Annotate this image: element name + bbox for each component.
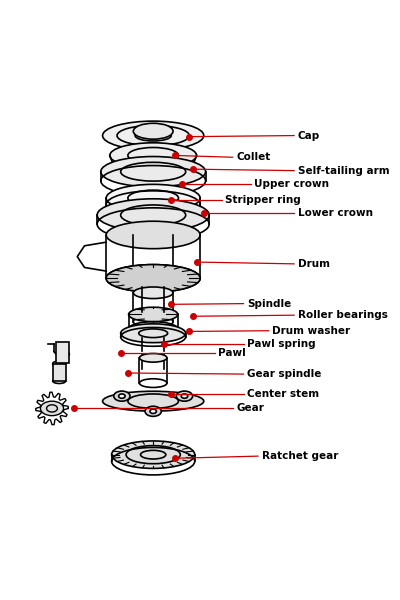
Ellipse shape (110, 143, 196, 168)
Ellipse shape (114, 391, 130, 401)
Ellipse shape (106, 184, 200, 212)
Text: Drum washer: Drum washer (272, 326, 350, 336)
Text: Collet: Collet (236, 152, 270, 162)
Ellipse shape (101, 157, 206, 187)
Text: Gear spindle: Gear spindle (247, 369, 322, 379)
Ellipse shape (53, 361, 66, 366)
Text: Cap: Cap (298, 131, 320, 140)
Text: Ratchet gear: Ratchet gear (262, 451, 338, 461)
Text: Lower crown: Lower crown (298, 208, 373, 218)
Ellipse shape (112, 441, 195, 469)
Ellipse shape (133, 287, 173, 299)
Ellipse shape (145, 406, 161, 416)
Ellipse shape (106, 221, 200, 248)
Text: Pawl: Pawl (218, 349, 246, 358)
Text: Stripper ring: Stripper ring (226, 194, 301, 205)
Ellipse shape (121, 324, 186, 343)
Text: Gear: Gear (236, 403, 264, 413)
Bar (53, 364, 66, 381)
Ellipse shape (133, 123, 173, 139)
Ellipse shape (97, 199, 209, 232)
Ellipse shape (102, 391, 204, 411)
Text: Center stem: Center stem (247, 389, 319, 399)
Ellipse shape (150, 409, 156, 413)
Ellipse shape (102, 121, 204, 150)
Text: Roller bearings: Roller bearings (298, 310, 388, 320)
Ellipse shape (106, 265, 200, 292)
Text: Upper crown: Upper crown (254, 179, 329, 190)
Ellipse shape (176, 391, 193, 401)
Ellipse shape (106, 265, 200, 292)
Text: Drum: Drum (298, 259, 330, 269)
Bar (56, 342, 69, 362)
Ellipse shape (40, 401, 64, 416)
Text: Pawl spring: Pawl spring (247, 339, 316, 349)
Ellipse shape (181, 394, 188, 398)
Ellipse shape (140, 353, 167, 362)
Ellipse shape (119, 394, 125, 398)
Ellipse shape (129, 307, 178, 322)
Text: Spindle: Spindle (247, 299, 291, 308)
Text: Self-tailing arm: Self-tailing arm (298, 166, 389, 176)
